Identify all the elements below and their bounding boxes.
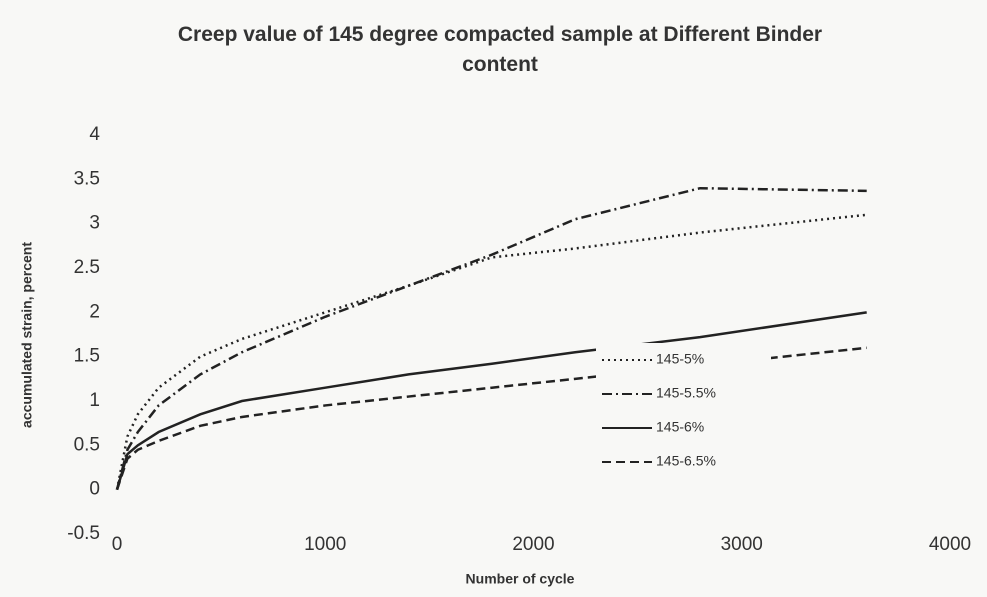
y-tick-label: 3.5 xyxy=(74,168,100,189)
y-tick-label: 1 xyxy=(89,390,100,411)
x-tick-label: 1000 xyxy=(304,534,346,555)
y-tick-label: 2.5 xyxy=(74,257,100,278)
data-line xyxy=(115,213,867,490)
x-tick-label: 0 xyxy=(112,534,123,555)
data-line xyxy=(115,186,867,490)
y-tick-label: 0 xyxy=(89,479,100,500)
legend-label: 145-6% xyxy=(656,419,704,435)
legend-label: 145-6.5% xyxy=(656,453,716,469)
y-tick-label: -0.5 xyxy=(67,523,100,544)
y-tick-label: 3 xyxy=(89,213,100,234)
data-line xyxy=(115,346,867,491)
legend-label: 145-5.5% xyxy=(656,385,716,401)
y-tick-label: 1.5 xyxy=(74,346,100,367)
chart-title: Creep value of 145 degree compacted samp… xyxy=(177,23,823,76)
x-tick-label: 2000 xyxy=(512,534,554,555)
y-axis-label: accumulated strain, percent xyxy=(19,242,35,428)
x-tick-label: 3000 xyxy=(721,534,763,555)
data-line xyxy=(115,311,867,491)
x-axis-label: Number of cycle xyxy=(466,571,575,587)
x-tick-label: 4000 xyxy=(929,534,971,555)
y-tick-label: 2 xyxy=(89,301,100,322)
y-tick-label: 0.5 xyxy=(74,434,100,455)
legend-label: 145-5% xyxy=(656,351,704,367)
legend-box xyxy=(596,343,771,478)
y-tick-label: 4 xyxy=(89,124,100,145)
